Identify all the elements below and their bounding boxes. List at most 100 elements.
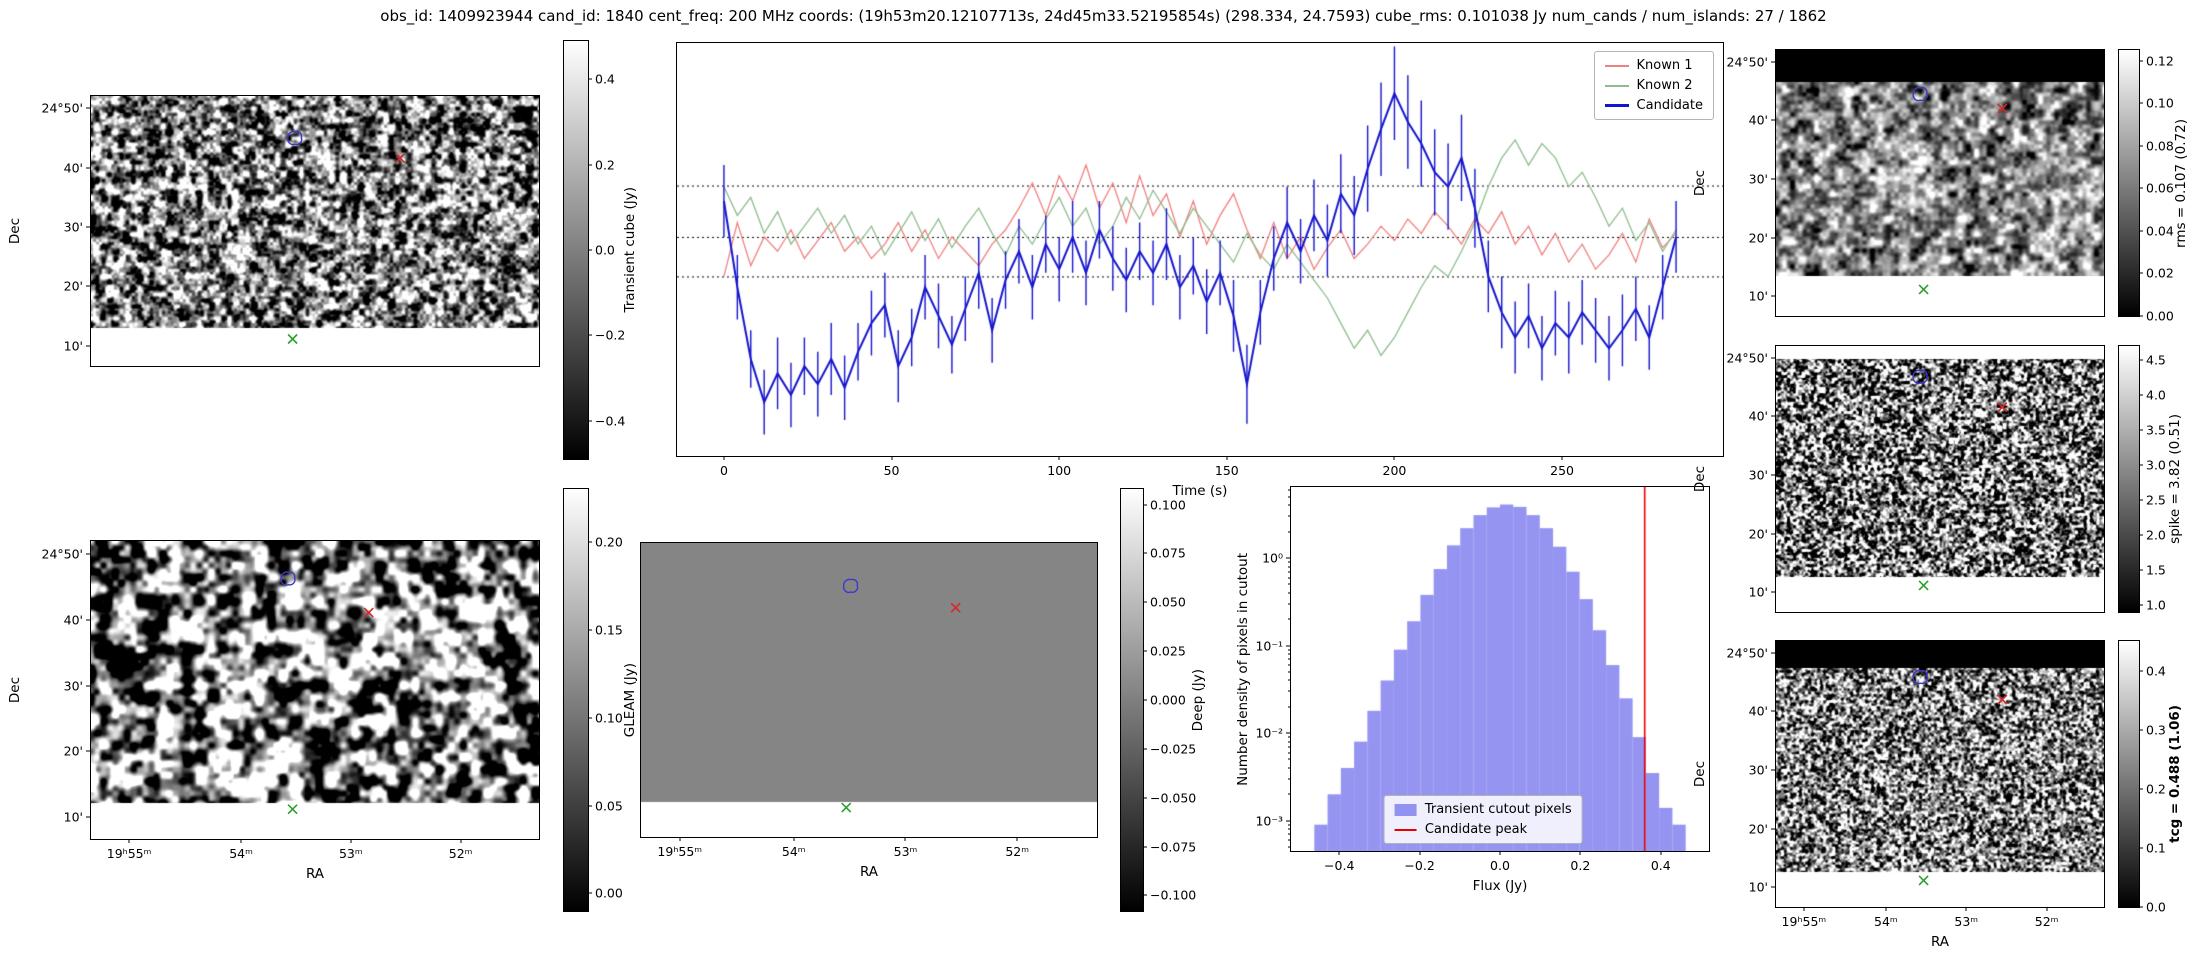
colorbar-tick-label: 0.08 bbox=[2146, 138, 2174, 154]
y-minor-tick-mark bbox=[1288, 531, 1291, 533]
dec-tick-mark bbox=[1771, 828, 1776, 830]
y-minor-tick-mark bbox=[1288, 577, 1291, 579]
dec-tick-mark bbox=[1771, 61, 1776, 63]
colorbar-tick-mark bbox=[2139, 569, 2143, 571]
colorbar-tick-mark bbox=[2139, 788, 2143, 790]
colorbar-tick-label: 0.075 bbox=[1150, 545, 1186, 561]
ra-tick-mark bbox=[793, 837, 795, 841]
transient-cutout-image bbox=[91, 96, 539, 366]
colorbar-tick-mark bbox=[1143, 650, 1147, 652]
legend-patch-swatch bbox=[1394, 803, 1417, 816]
dec-tick-label: 40' bbox=[63, 160, 83, 176]
x-tick-mark bbox=[891, 456, 893, 460]
dec-tick-label: 10' bbox=[63, 809, 83, 825]
x-tick-label: 100 bbox=[1047, 463, 1072, 478]
y-minor-tick-mark bbox=[1288, 828, 1291, 830]
y-minor-tick-mark bbox=[1288, 592, 1291, 594]
y-minor-tick-mark bbox=[1288, 515, 1291, 517]
x-tick-label: 50 bbox=[883, 463, 900, 478]
dec-tick-label: 24°50' bbox=[41, 100, 84, 116]
dec-tick-label: 30' bbox=[1748, 762, 1768, 778]
dec-tick-label: 10' bbox=[1748, 584, 1768, 600]
colorbar-tick-label: 0.1 bbox=[2146, 840, 2166, 856]
dec-tick-label: 30' bbox=[1748, 171, 1768, 187]
y-tick-mark bbox=[1286, 645, 1291, 647]
colorbar-tick-mark bbox=[1143, 797, 1147, 799]
colorbar-tick-label: −0.100 bbox=[1150, 887, 1197, 903]
colorbar-tick-label: −0.050 bbox=[1150, 790, 1197, 806]
dec-tick-label: 40' bbox=[1748, 112, 1768, 128]
y-tick-mark bbox=[1286, 557, 1291, 559]
rms-colorbar: 0.12 0.10 0.08 0.06 0.04 0.02 0.00 rms = 0.107 … bbox=[2118, 49, 2189, 324]
colorbar-tick-label: 0.100 bbox=[1150, 497, 1186, 513]
dec-tick-mark bbox=[86, 107, 91, 109]
y-minor-tick-mark bbox=[1288, 778, 1291, 780]
legend-label: Candidate bbox=[1636, 98, 1703, 113]
dec-tick-mark bbox=[1771, 237, 1776, 239]
colorbar-tick-label: 0.025 bbox=[1150, 643, 1186, 659]
colorbar-tick-mark bbox=[588, 249, 592, 251]
lightcurve-panel: 0 50 100 150 200 250 Time (s) Known 1 Known 2 Can… bbox=[676, 42, 1724, 499]
legend-line-swatch bbox=[1604, 84, 1629, 87]
colorbar-tick-label: 4.0 bbox=[2146, 387, 2166, 403]
ra-axis-label: RA bbox=[305, 866, 325, 882]
histogram-canvas bbox=[1291, 487, 1709, 851]
colorbar-tick-mark bbox=[588, 629, 592, 631]
colorbar-tick-mark bbox=[588, 164, 592, 166]
dec-tick-label: 20' bbox=[1748, 230, 1768, 246]
dec-tick-mark bbox=[86, 619, 91, 621]
colorbar-tick-mark bbox=[2139, 429, 2143, 431]
dec-tick-mark bbox=[1771, 886, 1776, 888]
y-tick-label: 10⁰ bbox=[1262, 550, 1283, 566]
lightcurve-canvas bbox=[677, 43, 1723, 456]
dec-tick-label: 24°50' bbox=[1726, 350, 1769, 366]
y-minor-tick-mark bbox=[1288, 846, 1291, 848]
dec-tick-label: 20' bbox=[1748, 526, 1768, 542]
colorbar-tick-mark bbox=[1143, 894, 1147, 896]
colorbar-tick-label: 0.00 bbox=[595, 885, 623, 901]
colorbar-tick-label: 0.06 bbox=[2146, 180, 2174, 196]
legend-line-swatch bbox=[1394, 828, 1417, 831]
dec-tick-label: 24°50' bbox=[1726, 645, 1769, 661]
y-tick-label: 10⁻¹ bbox=[1255, 638, 1283, 654]
ra-tick-label: 52ᵐ bbox=[448, 846, 473, 861]
dec-tick-mark bbox=[1771, 591, 1776, 593]
y-minor-tick-mark bbox=[1288, 658, 1291, 660]
y-minor-tick-mark bbox=[1288, 706, 1291, 708]
dec-tick-mark bbox=[1771, 710, 1776, 712]
ra-tick-mark bbox=[1885, 907, 1887, 911]
colorbar-tick-label: −0.075 bbox=[1150, 839, 1197, 855]
tcg-cutout-image bbox=[1776, 641, 2104, 907]
colorbar-tick-label: 4.5 bbox=[2146, 352, 2166, 368]
colorbar-tick-mark bbox=[1143, 552, 1147, 554]
colorbar-tick-label: 3.5 bbox=[2146, 422, 2166, 438]
y-minor-tick-mark bbox=[1288, 664, 1291, 666]
colorbar-tick-label: 0.2 bbox=[595, 157, 615, 173]
dec-tick-label: 24°50' bbox=[1726, 54, 1769, 70]
histogram-y-axis-label: Number density of pixels in cutout bbox=[1235, 552, 1251, 786]
y-minor-tick-mark bbox=[1288, 566, 1291, 568]
x-tick-mark bbox=[723, 456, 725, 460]
spike-cutout-panel: 24°50' 40' 30' 20' 10' Dec bbox=[1692, 345, 2105, 613]
ra-axis-label: RA bbox=[1930, 934, 1950, 950]
flux-axis-label: Flux (Jy) bbox=[1472, 878, 1528, 894]
ra-tick-mark bbox=[2046, 907, 2048, 911]
time-axis-label: Time (s) bbox=[1172, 483, 1228, 499]
y-minor-tick-mark bbox=[1288, 690, 1291, 692]
colorbar-tick-label: 0.050 bbox=[1150, 594, 1186, 610]
x-tick-label: −0.4 bbox=[1324, 858, 1355, 873]
colorbar-tick-mark bbox=[2139, 145, 2143, 147]
gleam-colorbar: 0.20 0.15 0.10 0.05 0.00 GLEAM (Jy) bbox=[563, 488, 638, 912]
colorbar-tick-mark bbox=[2139, 729, 2143, 731]
colorbar-tick-mark bbox=[1143, 504, 1147, 506]
dec-tick-mark bbox=[1771, 357, 1776, 359]
colorbar-tick-label: −0.4 bbox=[595, 413, 626, 429]
dec-tick-label: 10' bbox=[63, 338, 83, 354]
x-tick-label: −0.2 bbox=[1404, 858, 1435, 873]
colorbar-tick-mark bbox=[588, 805, 592, 806]
y-minor-tick-mark bbox=[1288, 504, 1291, 506]
y-minor-tick-mark bbox=[1288, 758, 1291, 760]
colorbar-tick-mark bbox=[2139, 534, 2143, 536]
dec-tick-mark bbox=[1771, 533, 1776, 535]
gleam-cutout-panel: 24°50' 40' 30' 20' 10' Dec 19ʰ55ᵐ 54ᵐ 53ᵐ 52ᵐ RA bbox=[7, 540, 540, 882]
